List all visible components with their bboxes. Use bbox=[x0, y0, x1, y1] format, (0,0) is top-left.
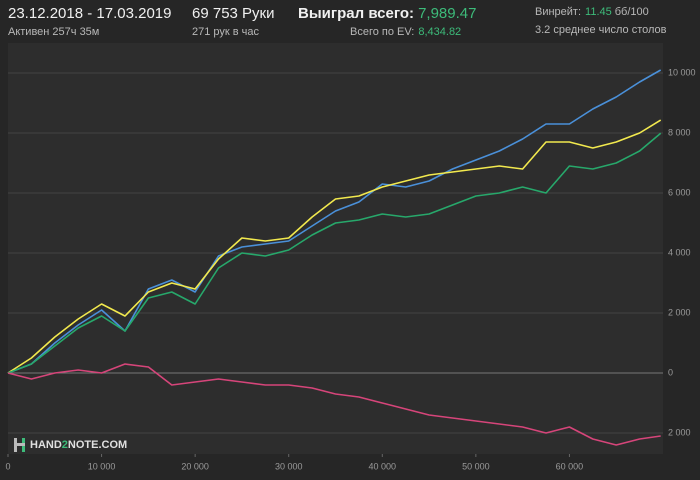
period: 23.12.2018 - 17.03.2019 bbox=[8, 5, 171, 22]
hands-rate: 271 рук в час bbox=[192, 26, 260, 38]
hands: 69 753 Руки bbox=[192, 5, 275, 22]
y-tick-label: 8 000 bbox=[668, 127, 691, 137]
logo-icon bbox=[14, 443, 25, 446]
logo-text: HAND2NOTE.COM bbox=[30, 439, 127, 451]
winrate: Винрейт: 11.45 бб/100 bbox=[535, 6, 649, 18]
logo: HAND2NOTE.COM bbox=[14, 438, 127, 452]
tables: 3.2 среднее число столов bbox=[535, 24, 667, 36]
won-value: 7,989.47 bbox=[418, 5, 476, 22]
ev-value: 8,434.82 bbox=[418, 26, 461, 38]
y-tick-label: 0 bbox=[668, 367, 673, 377]
series-line bbox=[7, 119, 662, 374]
plot-area bbox=[8, 43, 663, 454]
logo-part: 2 bbox=[62, 439, 68, 451]
x-tick-label: 40 000 bbox=[369, 461, 397, 471]
x-tick-label: 60 000 bbox=[556, 461, 584, 471]
x-tick-label: 0 bbox=[5, 461, 10, 471]
logo-part: HAND bbox=[30, 439, 62, 451]
series-line bbox=[7, 363, 661, 446]
x-tick-label: 50 000 bbox=[462, 461, 490, 471]
y-tick-label: 6 000 bbox=[668, 187, 691, 197]
ev: Всего по EV: 8,434.82 bbox=[350, 26, 461, 38]
y-tick-label: 2 000 bbox=[668, 427, 691, 437]
won-label: Выиграл всего: bbox=[298, 5, 414, 22]
x-tick-label: 30 000 bbox=[275, 461, 303, 471]
y-tick-label: 10 000 bbox=[668, 67, 696, 77]
series-line bbox=[7, 69, 662, 374]
ev-label: Всего по EV: bbox=[350, 26, 414, 38]
won: Выиграл всего: 7,989.47 bbox=[298, 5, 476, 22]
x-tick-label: 20 000 bbox=[181, 461, 209, 471]
winrate-value: 11.45 bbox=[585, 6, 612, 18]
y-tick-label: 2 000 bbox=[668, 307, 691, 317]
active-time: Активен 257ч 35м bbox=[8, 26, 99, 38]
winrate-label: Винрейт: bbox=[535, 6, 581, 18]
y-tick-label: 4 000 bbox=[668, 247, 691, 257]
logo-part: NOTE.COM bbox=[68, 439, 127, 451]
series-line bbox=[7, 132, 662, 374]
x-tick-label: 10 000 bbox=[88, 461, 116, 471]
winrate-unit: бб/100 bbox=[615, 6, 649, 18]
